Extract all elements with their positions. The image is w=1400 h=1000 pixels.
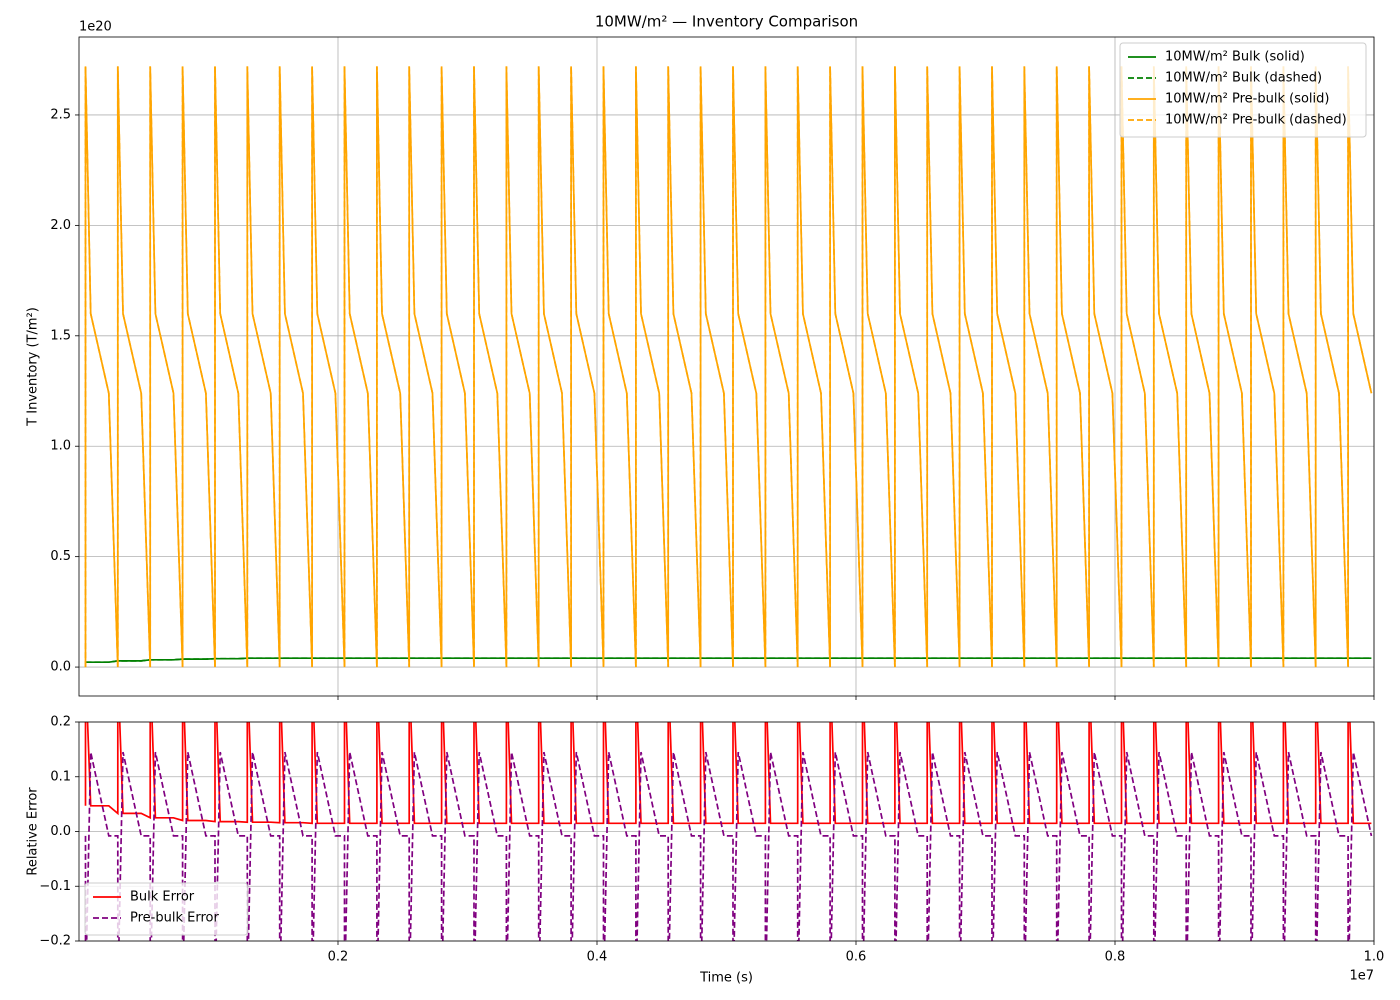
y-tick-label: 0.0 — [50, 824, 71, 839]
y-offset-label: 1e20 — [79, 20, 112, 35]
legend-label: Bulk Error — [130, 890, 195, 905]
series-line — [84, 66, 1373, 668]
y-tick-label: 0.0 — [50, 660, 71, 675]
plot-lines — [84, 66, 1373, 668]
y-tick-label: 2.5 — [50, 107, 71, 122]
series-line — [85, 657, 1372, 664]
legend: 10MW/m² Bulk (solid) 10MW/m² Bulk (dashed… — [1119, 42, 1367, 138]
plot-frame — [78, 721, 1375, 942]
x-axis-label: Time (s) — [699, 971, 753, 986]
x-tick-label: 0.4 — [587, 950, 608, 965]
series-line — [84, 722, 1372, 825]
y-tick-label: 1.5 — [50, 328, 71, 343]
plot-frame — [78, 36, 1375, 697]
x-tick-label: 0.8 — [1105, 950, 1126, 965]
y-tick-label: 0.1 — [50, 769, 71, 784]
legend-box — [1119, 42, 1367, 138]
y-tick-label: 0.5 — [50, 549, 71, 564]
y-axis-label: Relative Error — [26, 787, 41, 876]
series-line — [84, 66, 1373, 668]
y-axis-label: T Inventory (T/m²) — [26, 307, 41, 427]
plot-lines — [84, 722, 1373, 941]
legend-label: 10MW/m² Bulk (solid) — [1165, 50, 1305, 65]
y-tick-label: 1.0 — [50, 439, 71, 454]
x-tick-label: 0.2 — [328, 950, 349, 965]
y-tick-label: −0.1 — [39, 879, 71, 894]
chart-title: 10MW/m² — Inventory Comparison — [595, 13, 858, 31]
y-tick-label: 0.2 — [50, 715, 71, 730]
series-line — [84, 751, 1373, 941]
legend-label: 10MW/m² Bulk (dashed) — [1165, 71, 1322, 86]
legend-label: 10MW/m² Pre-bulk (dashed) — [1165, 113, 1347, 128]
y-tick-label: 2.0 — [50, 218, 71, 233]
x-offset-label: 1e7 — [1349, 969, 1374, 984]
legend-box — [84, 882, 248, 936]
x-tick-label: 0.6 — [846, 950, 867, 965]
legend-label: 10MW/m² Pre-bulk (solid) — [1165, 92, 1329, 107]
x-tick-label: 1.0 — [1364, 950, 1385, 965]
legend-label: Pre-bulk Error — [130, 911, 219, 926]
y-tick-label: −0.2 — [39, 934, 71, 949]
legend: Bulk Error Pre-bulk Error — [84, 882, 248, 936]
